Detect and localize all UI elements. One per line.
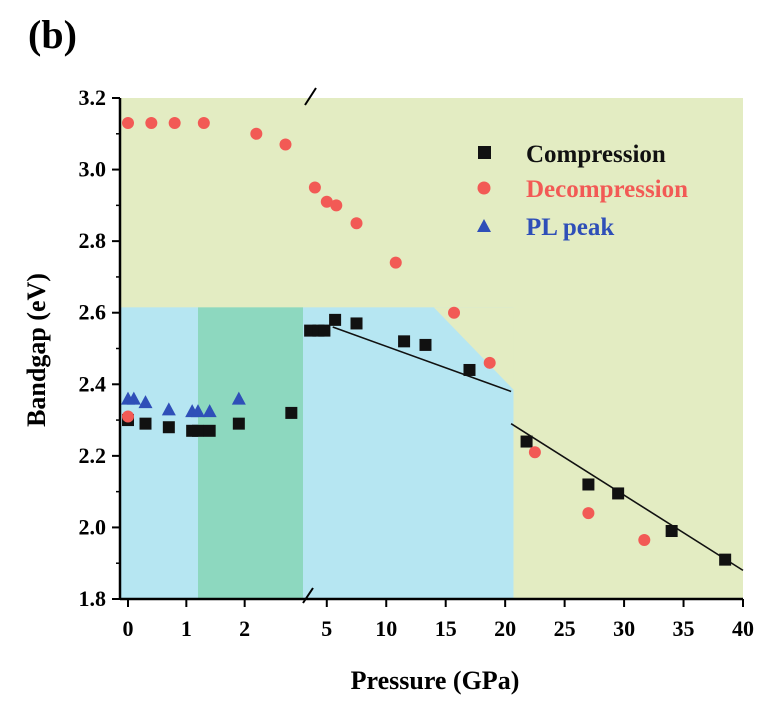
point-decompression: [483, 356, 496, 369]
point-pl-peak: [231, 391, 246, 405]
point-decompression: [168, 117, 181, 130]
point-compression: [398, 335, 411, 348]
point-decompression: [122, 410, 134, 423]
fit-lines: [332, 326, 744, 572]
x-tick-label: 30: [613, 616, 635, 641]
point-compression: [329, 313, 342, 326]
point-compression: [582, 478, 595, 491]
x-tick-label: 5: [321, 616, 332, 641]
point-compression: [318, 324, 331, 337]
x-ticks: 0 1 2 5 10 15 20 25 30 35 40: [123, 599, 754, 641]
y-tick-label: 1.8: [79, 586, 107, 611]
legend-marker-decompression: [477, 181, 491, 195]
x-tick-label: 40: [732, 616, 754, 641]
legend-label-decompression: Decompression: [526, 176, 688, 203]
y-tick-label: 3.0: [79, 157, 107, 182]
point-decompression: [389, 256, 402, 269]
point-pl-peak: [202, 404, 217, 418]
point-decompression: [197, 117, 210, 130]
background-regions: [120, 98, 743, 599]
point-compression: [463, 363, 476, 376]
region-corner-chamfer: [433, 307, 514, 390]
x-axis-title: Pressure (GPa): [351, 666, 520, 695]
point-pl-peak: [126, 391, 141, 405]
point-compression: [419, 338, 432, 351]
x-tick-label: 20: [494, 616, 516, 641]
region-teal: [198, 307, 303, 599]
region-light-blue-high: [303, 307, 514, 599]
point-decompression: [638, 533, 651, 546]
point-compression: [232, 417, 245, 430]
region-light-blue-low: [120, 307, 198, 599]
point-compression: [285, 406, 298, 419]
y-tick-label: 3.2: [79, 85, 107, 110]
point-compression: [192, 424, 204, 437]
x-tick-label: 2: [239, 616, 250, 641]
point-compression: [350, 317, 363, 330]
y-tick-label: 2.2: [79, 443, 107, 468]
point-decompression: [250, 127, 263, 140]
x-tick-label: 15: [435, 616, 457, 641]
legend-label-compression: Compression: [526, 141, 666, 168]
point-decompression: [330, 199, 343, 212]
y-tick-label: 2.0: [79, 514, 107, 539]
fit-line-2: [510, 422, 744, 572]
point-pl-peak: [191, 404, 205, 418]
point-pl-peak: [161, 402, 176, 416]
point-compression: [665, 525, 678, 538]
y-ticks: 1.8 2.0 2.2 2.4 2.6 2.8 3.0 3.2: [79, 85, 120, 611]
x-tick-label: 1: [181, 616, 192, 641]
legend: Compression Decompression PL peak: [477, 141, 688, 241]
y-axis-title: Bandgap (eV): [22, 273, 51, 427]
point-compression: [612, 487, 625, 500]
point-pl-peak: [138, 395, 153, 409]
point-decompression: [448, 306, 461, 319]
legend-marker-compression: [478, 146, 491, 159]
data-points: [121, 117, 732, 566]
legend-marker-pl-peak: [477, 219, 491, 232]
x-tick-label: 35: [673, 616, 695, 641]
point-compression: [139, 417, 152, 430]
point-decompression: [122, 117, 134, 130]
point-decompression: [320, 195, 333, 208]
point-decompression: [350, 217, 363, 230]
x-tick-label: 10: [375, 616, 397, 641]
panel-label: (b): [28, 12, 77, 57]
point-decompression: [528, 446, 541, 459]
point-compression: [719, 553, 732, 566]
x-tick-label: 0: [123, 616, 134, 641]
fit-line-1: [332, 326, 512, 393]
y-tick-label: 2.6: [79, 300, 107, 325]
point-decompression: [279, 138, 292, 151]
top-axis-break-mark: [304, 87, 317, 106]
y-tick-label: 2.8: [79, 228, 107, 253]
point-decompression: [308, 181, 321, 194]
x-tick-label: 25: [554, 616, 576, 641]
y-tick-label: 2.4: [79, 371, 107, 396]
point-decompression: [145, 117, 158, 130]
legend-label-pl-peak: PL peak: [526, 214, 614, 241]
x-axis-break-mark: [302, 587, 314, 604]
point-decompression: [582, 507, 595, 520]
point-compression: [203, 424, 216, 437]
point-compression: [162, 421, 175, 434]
point-compression: [520, 435, 533, 448]
